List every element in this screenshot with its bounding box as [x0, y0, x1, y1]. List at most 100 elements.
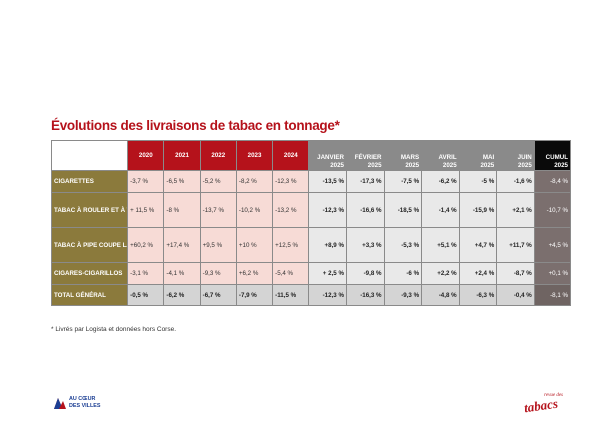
logo-line-1: AU CŒUR: [69, 396, 96, 402]
month-name: MARS: [400, 154, 420, 161]
row-label: TABAC À PIPE COUPE LARGE ET À CHICHA: [50, 227, 129, 263]
row-label: TOTAL GÉNÉRAL: [50, 284, 129, 306]
year-value: -11,5 %: [272, 284, 310, 306]
month-value: +2,4 %: [458, 262, 498, 285]
table-row: CIGARETTES -3,7 % -6,5 % -5,2 % -8,2 % -…: [50, 170, 572, 193]
month-value: -17,3 %: [345, 170, 385, 193]
year-value: + 11,5 %: [127, 192, 165, 228]
month-value: -8,7 %: [496, 262, 535, 285]
table-row: TABAC À ROULER ET À TUBER + 11,5 % -8 % …: [50, 192, 572, 228]
row-label: CIGARES-CIGARILLOS: [50, 262, 129, 285]
year-value: -10,2 %: [235, 192, 274, 228]
cumul-value: +0,1 %: [533, 262, 572, 285]
month-value: +3,3 %: [345, 227, 385, 263]
cumul-year: 2025: [554, 162, 568, 169]
month-value: -7,5 %: [383, 170, 423, 193]
month-value: -4,8 %: [421, 284, 460, 306]
month-value: +5,1 %: [421, 227, 460, 263]
year-value: -12,3 %: [272, 170, 310, 193]
month-value: +2,1 %: [496, 192, 535, 228]
month-header: MAI 2025: [458, 140, 498, 171]
year-value: -3,1 %: [127, 262, 165, 285]
month-header: MARS 2025: [383, 140, 423, 171]
year-value: -8 %: [163, 192, 201, 228]
month-value: -6 %: [383, 262, 423, 285]
footnote: * Livrés par Logista et données hors Cor…: [51, 326, 177, 333]
cumul-name: CUMUL: [545, 154, 568, 161]
year-value: +60,2 %: [127, 227, 165, 263]
row-label: TABAC À ROULER ET À TUBER: [50, 192, 129, 228]
month-value: +11,7 %: [496, 227, 535, 263]
month-name: FÉVRIER: [354, 154, 382, 161]
month-header: JANVIER 2025: [308, 140, 347, 171]
month-value: -13,5 %: [308, 170, 347, 193]
year-value: -7,9 %: [235, 284, 274, 306]
year-value: -13,7 %: [199, 192, 237, 228]
month-value: -0,4 %: [496, 284, 535, 306]
cumul-value: +4,5 %: [533, 227, 572, 263]
month-year: 2025: [367, 162, 382, 169]
month-header: AVRIL 2025: [421, 140, 460, 171]
month-header: JUIN 2025: [496, 140, 535, 171]
month-value: -18,5 %: [383, 192, 423, 228]
year-value: +10 %: [235, 227, 274, 263]
month-value: -15,9 %: [458, 192, 498, 228]
year-header: 2024: [272, 140, 310, 171]
month-name: MAI: [482, 154, 495, 161]
month-value: -1,6 %: [496, 170, 535, 193]
total-row: TOTAL GÉNÉRAL -0,5 % -6,2 % -6,7 % -7,9 …: [50, 284, 572, 306]
month-value: -9,8 %: [345, 262, 385, 285]
month-header: FÉVRIER 2025: [345, 140, 385, 171]
year-header: 2023: [235, 140, 274, 171]
month-value: -16,3 %: [345, 284, 385, 306]
month-value: -6,2 %: [421, 170, 460, 193]
page-title: Évolutions des livraisons de tabac en to…: [51, 118, 340, 133]
table-row: CIGARES-CIGARILLOS -3,1 % -4,1 % -9,3 % …: [50, 262, 572, 285]
year-value: -3,7 %: [127, 170, 165, 193]
cumul-header: CUMUL 2025: [533, 140, 572, 171]
header-row: 2020 2021 2022 2023 2024 JANVIER 2025 FÉV…: [50, 140, 572, 171]
month-value: -5,3 %: [383, 227, 423, 263]
month-year: 2025: [518, 162, 532, 169]
month-value: -5 %: [458, 170, 498, 193]
year-header: 2021: [163, 140, 201, 171]
month-value: -12,3 %: [308, 284, 347, 306]
month-name: JUIN: [517, 154, 532, 161]
au-coeur-des-villes-logo: AU CŒUR DES VILLES: [53, 394, 113, 418]
year-value: -4,1 %: [163, 262, 201, 285]
month-value: -6,3 %: [458, 284, 498, 306]
year-value: -6,5 %: [163, 170, 201, 193]
month-value: +8,9 %: [308, 227, 347, 263]
month-value: -1,4 %: [421, 192, 460, 228]
month-year: 2025: [480, 162, 495, 169]
logo-text: AU CŒUR DES VILLES: [69, 396, 100, 410]
month-name: AVRIL: [438, 154, 457, 161]
month-value: -9,3 %: [383, 284, 423, 306]
logo-mark-icon: [54, 398, 66, 409]
cumul-value: -10,7 %: [533, 192, 572, 228]
cumul-value: -8,4 %: [533, 170, 572, 193]
cumul-value: -8,1 %: [533, 284, 572, 306]
year-value: -9,3 %: [199, 262, 237, 285]
year-value: +17,4 %: [163, 227, 201, 263]
month-value: +4,7 %: [458, 227, 498, 263]
year-value: -5,4 %: [272, 262, 310, 285]
row-label: CIGARETTES: [50, 170, 129, 193]
month-value: -16,6 %: [345, 192, 385, 228]
deliveries-table: 2020 2021 2022 2023 2024 JANVIER 2025 FÉV…: [50, 140, 572, 306]
year-value: -13,2 %: [272, 192, 310, 228]
year-header: 2022: [199, 140, 237, 171]
month-year: 2025: [442, 162, 457, 169]
logo-small-text: revue des: [544, 393, 563, 398]
month-name: JANVIER: [317, 154, 344, 161]
revue-des-tabacs-logo: revue des tabacs: [522, 393, 566, 417]
corner-cell: [50, 140, 129, 171]
month-value: +2,2 %: [421, 262, 460, 285]
month-year: 2025: [330, 162, 344, 169]
table-row: TABAC À PIPE COUPE LARGE ET À CHICHA +60…: [50, 227, 572, 263]
year-value: -5,2 %: [199, 170, 237, 193]
month-value: + 2,5 %: [308, 262, 347, 285]
month-year: 2025: [405, 162, 420, 169]
year-value: -8,2 %: [235, 170, 274, 193]
month-value: -12,3 %: [308, 192, 347, 228]
